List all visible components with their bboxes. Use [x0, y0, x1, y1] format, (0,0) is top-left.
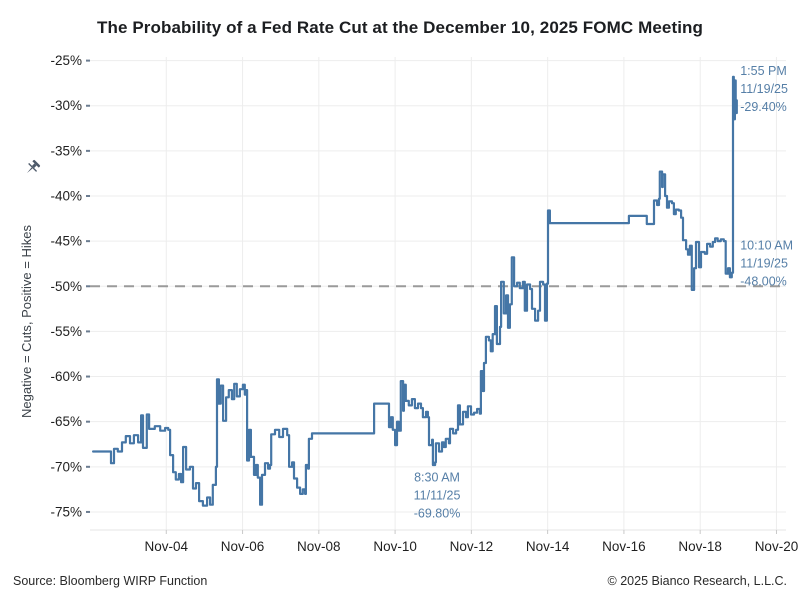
chart-title: The Probability of a Fed Rate Cut at the… — [96, 18, 703, 37]
annotation-high: 1:55 PM 11/19/25 -29.40% — [740, 64, 788, 114]
source-note: Source: Bloomberg WIRP Function — [13, 574, 208, 588]
annotation-low: 8:30 AM 11/11/25 -69.80% — [414, 470, 461, 520]
x-tick-label: Nov-14 — [526, 539, 570, 554]
copyright-note: © 2025 Bianco Research, L.L.C. — [607, 574, 787, 588]
x-tick-label: Nov-08 — [297, 539, 341, 554]
y-tick-label: -75% — [50, 504, 82, 519]
y-tick-label: -65% — [50, 414, 82, 429]
x-tick-label: Nov-12 — [450, 539, 494, 554]
y-tick-label: -35% — [50, 143, 82, 158]
y-tick-label: -40% — [50, 189, 82, 204]
x-tick-label: Nov-18 — [678, 539, 722, 554]
y-tick-label: -25% — [50, 53, 82, 68]
y-tick-label: -60% — [50, 369, 82, 384]
x-tick-label: Nov-04 — [145, 539, 189, 554]
x-tick-label: Nov-20 — [755, 539, 799, 554]
y-axis-title: Negative = Cuts, Positive = Hikes — [19, 225, 34, 418]
x-tick-label: Nov-16 — [602, 539, 646, 554]
y-tick-label: -55% — [50, 324, 82, 339]
y-tick-label: -45% — [50, 234, 82, 249]
probability-line — [92, 75, 738, 507]
x-tick-label: Nov-06 — [221, 539, 265, 554]
x-tick-label: Nov-10 — [373, 539, 417, 554]
y-tick-label: -70% — [50, 459, 82, 474]
annotation-1010am: 10:10 AM 11/19/25 -48.00% — [740, 238, 793, 288]
y-tick-label: -30% — [50, 98, 82, 113]
pushpin-icon — [27, 159, 41, 173]
y-tick-label: -50% — [50, 279, 82, 294]
